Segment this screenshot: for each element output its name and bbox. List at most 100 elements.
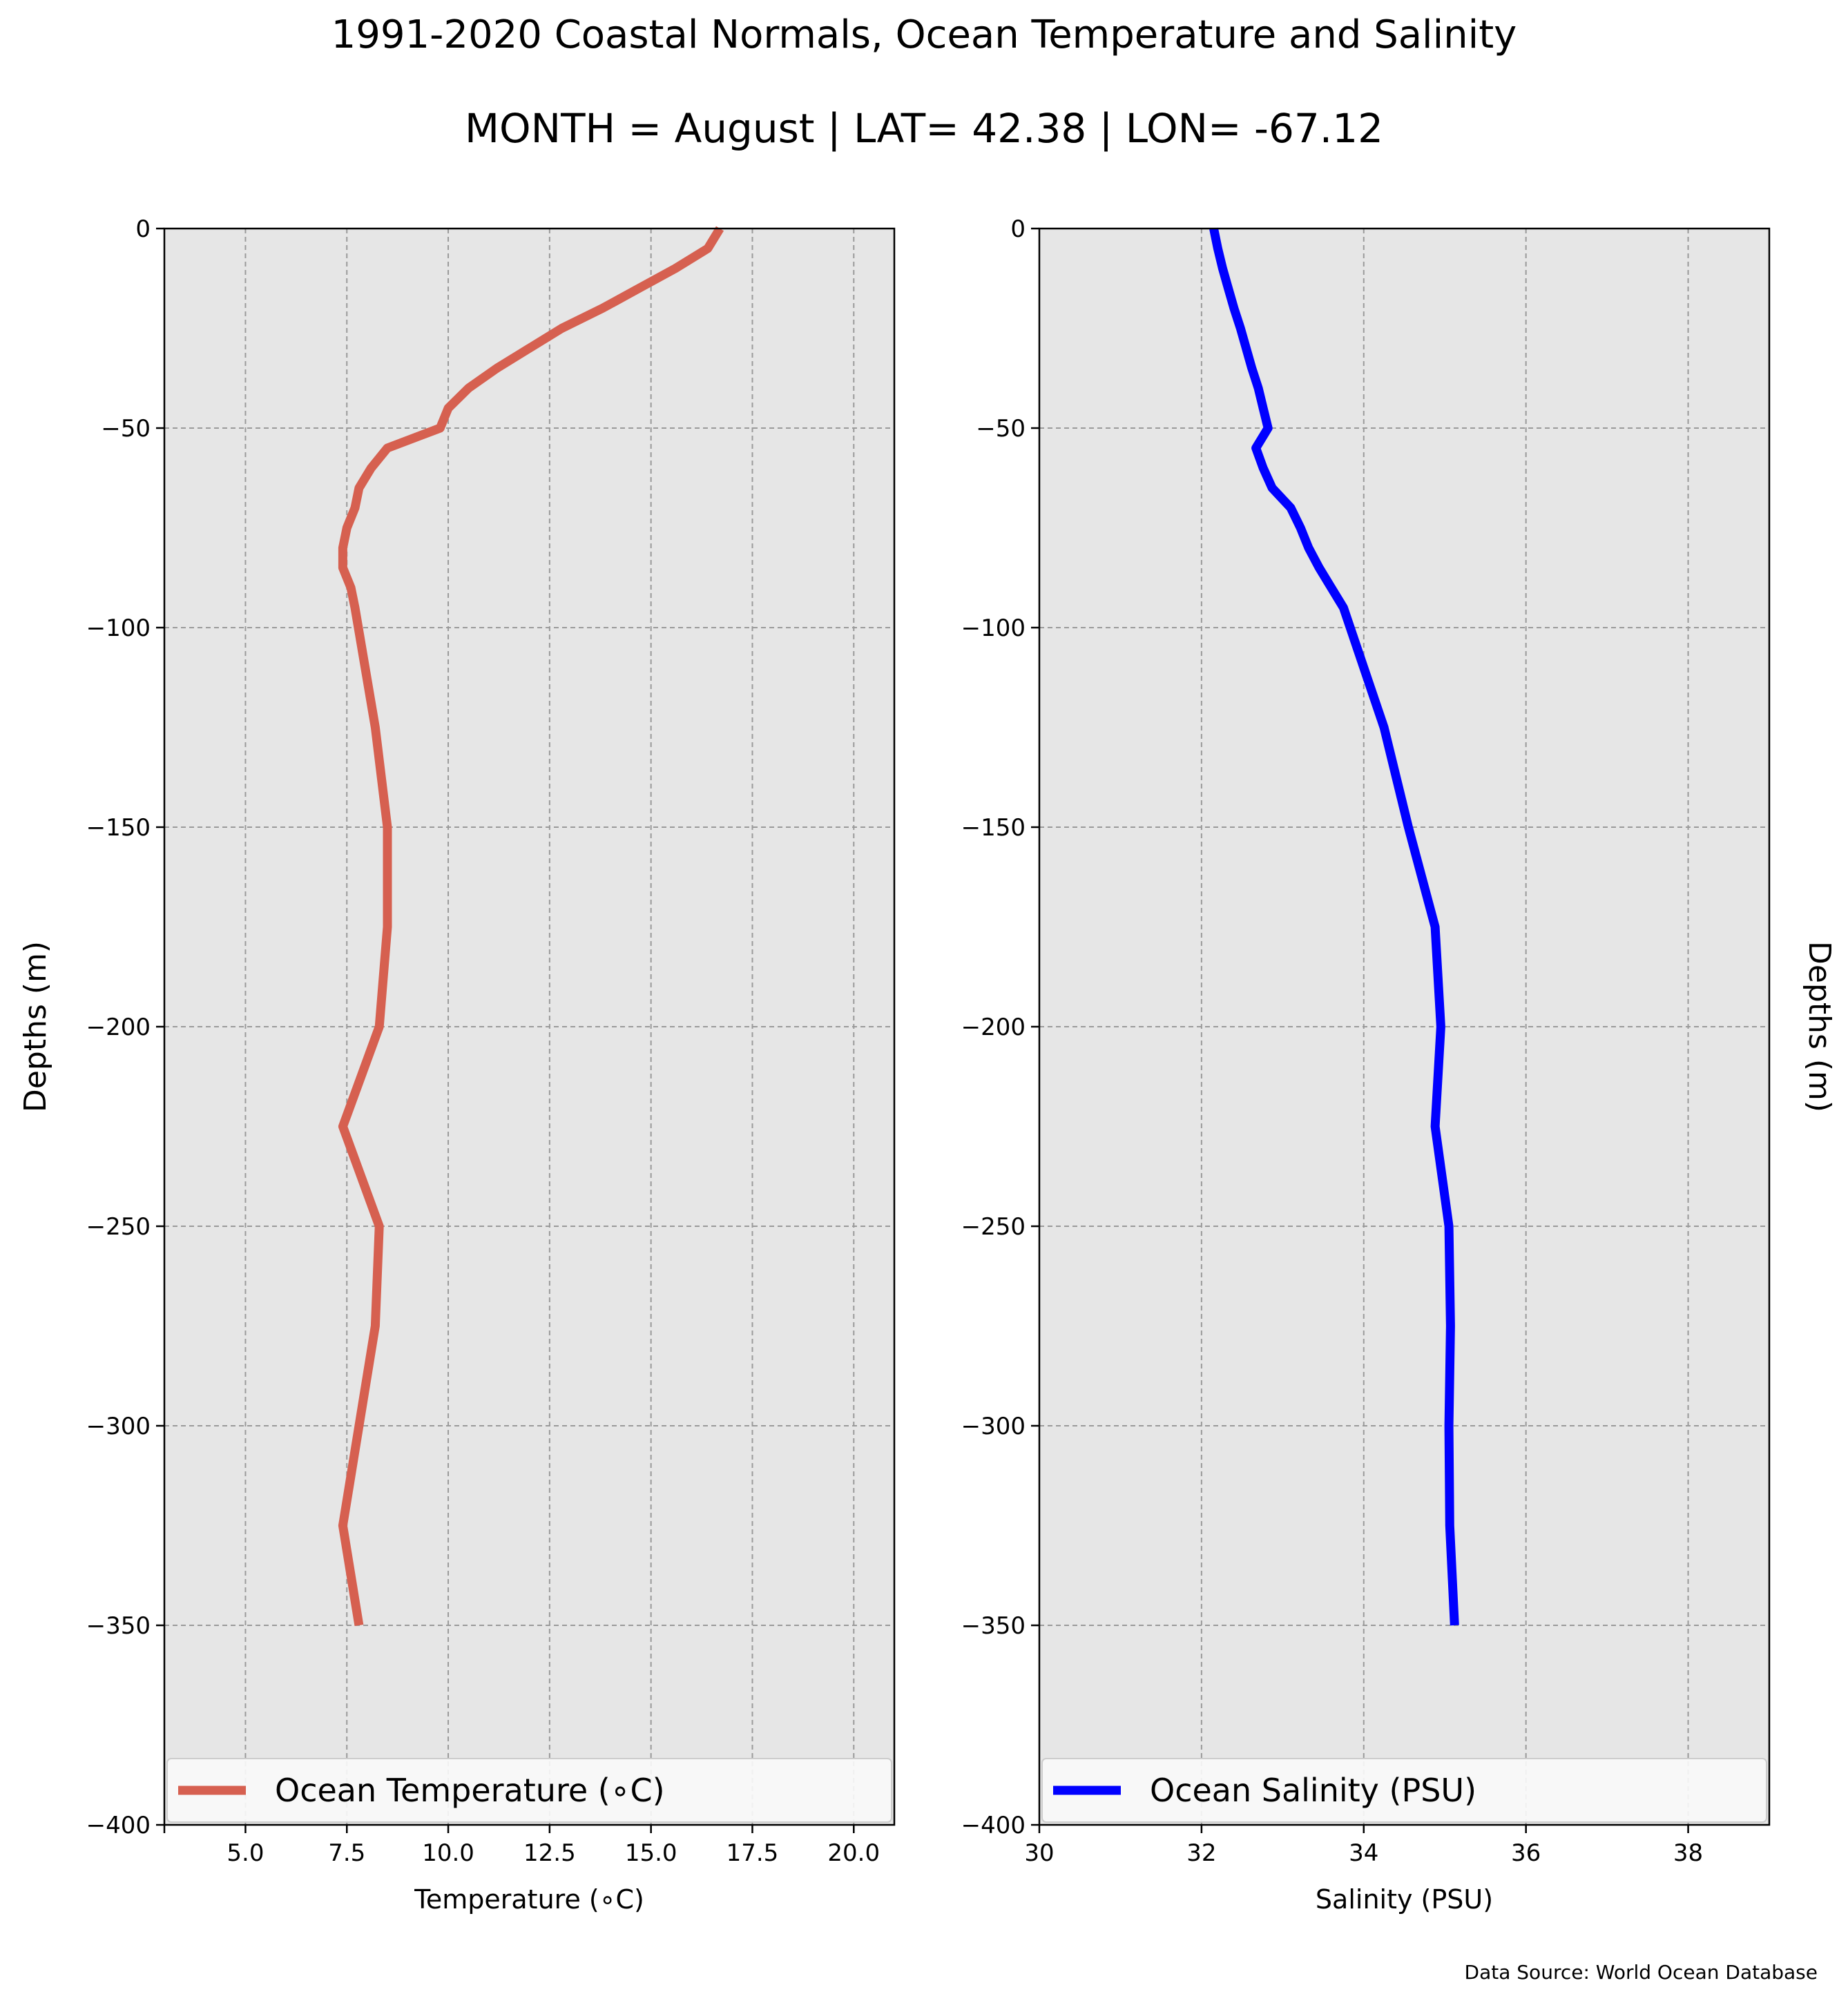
panel-1-data-point — [374, 1325, 376, 1327]
panel-2-data-point — [1227, 287, 1229, 289]
panel-1-data-point — [468, 387, 470, 389]
panel-2-y-tick-label: −350 — [961, 1612, 1026, 1640]
panel-1-y-tick-label: −100 — [86, 615, 151, 642]
panel-1-data-point — [358, 1425, 360, 1427]
panel-1-legend-label: Ocean Temperature (∘C) — [275, 1772, 665, 1809]
panel-2-data-point — [1240, 327, 1242, 329]
panel-2-data-point — [1434, 1125, 1436, 1128]
panel-1-y-axis-label: Depths (m) — [18, 941, 53, 1112]
panel-2-data-point — [1449, 1525, 1451, 1527]
panel-1-data-point — [342, 567, 344, 569]
panel-1-data-point — [378, 1226, 381, 1228]
panel-2-data-point — [1342, 607, 1345, 609]
panel-1-x-tick-label: 17.5 — [726, 1839, 779, 1867]
panel-1-data-point — [386, 926, 388, 928]
panel-2-y-tick-label: −100 — [961, 615, 1026, 642]
panel-1-data-point — [561, 327, 563, 329]
panel-1-data-point — [358, 487, 360, 489]
figure-subtitle: MONTH = August | LAT= 42.38 | LON= -67.1… — [464, 105, 1383, 152]
panel-1-x-tick-label: 20.0 — [827, 1839, 880, 1867]
panel-2-legend-box — [1041, 1758, 1767, 1823]
panel-2-series-line-1 — [1209, 227, 1459, 1626]
panel-1-data-point — [496, 367, 498, 369]
data-source-note: Data Source: World Ocean Database — [1464, 1961, 1818, 1984]
panel-1-data-point — [674, 267, 676, 269]
panel-1-y-tick-label: −250 — [86, 1213, 151, 1241]
panel-1-data-point — [346, 527, 348, 529]
panel-2-x-tick-label: 36 — [1511, 1839, 1541, 1867]
panel-1-y-tick-label: −50 — [101, 415, 151, 443]
panel-2-data-point — [1434, 926, 1436, 928]
panel-1-y-tick-label: −350 — [86, 1612, 151, 1640]
panel-2-data-point — [1251, 367, 1253, 369]
panel-2-y-tick-label: −150 — [961, 814, 1026, 842]
panel-2-data-point — [1448, 1226, 1450, 1228]
panel-1-data-point — [370, 467, 372, 469]
panel-2-data-point — [1262, 467, 1264, 469]
panel-2-y-tick-label: −50 — [976, 415, 1026, 443]
panel-2-x-tick-label: 38 — [1673, 1839, 1703, 1867]
panel-2-data-point — [1383, 726, 1385, 728]
panel-1-x-tick-label: 10.0 — [422, 1839, 474, 1867]
panel-2-data-point — [1300, 527, 1302, 529]
panel-2-data-point — [1255, 447, 1257, 449]
panel-1-data-point — [354, 607, 356, 609]
panel-1-y-tick-label: −400 — [86, 1812, 151, 1839]
panel-2-x-tick-label: 32 — [1186, 1839, 1216, 1867]
panel-2-data-point — [1448, 1425, 1450, 1427]
panel-2-data-point — [1450, 1325, 1452, 1327]
panel-2-data-point — [1290, 507, 1292, 509]
panel-1-data-point — [638, 287, 640, 289]
panel-2-y-tick-label: 0 — [1010, 215, 1026, 243]
panel-2-y-tick-label: −400 — [961, 1812, 1026, 1839]
figure-title: 1991-2020 Coastal Normals, Ocean Tempera… — [331, 12, 1517, 57]
panel-1-data-point — [350, 587, 352, 589]
panel-1-legend-box — [166, 1758, 892, 1823]
panel-1-x-tick-label: 15.0 — [625, 1839, 677, 1867]
panel-1-data-point — [378, 1026, 381, 1028]
panel-2-y-axis-label: Depths (m) — [1802, 941, 1837, 1112]
panel-2-data-point — [1262, 407, 1264, 409]
panel-1-y-tick-label: −300 — [86, 1413, 151, 1440]
panel-1-data-point — [447, 407, 450, 409]
panel-1-y-tick-label: −200 — [86, 1014, 151, 1041]
panel-2-data-point — [1222, 267, 1224, 269]
panel-2-y-tick-label: −200 — [961, 1014, 1026, 1041]
panel-1-data-point — [342, 1125, 344, 1128]
panel-2-data-point — [1307, 547, 1309, 549]
panel-1-x-tick-label: 7.5 — [328, 1839, 365, 1867]
panel-1-data-point — [601, 307, 604, 309]
panel-2-x-tick-label: 34 — [1349, 1839, 1378, 1867]
panel-2-data-point — [1318, 567, 1320, 569]
panel-2-x-tick-label: 30 — [1024, 1839, 1054, 1867]
panel-1-x-axis-label: Temperature (∘C) — [414, 1884, 644, 1915]
panel-1-data-point — [386, 826, 388, 829]
panel-1-data-point — [706, 247, 709, 249]
panel-1-data-point — [386, 447, 388, 449]
panel-1-data-point — [439, 427, 441, 429]
panel-1-y-tick-label: −150 — [86, 814, 151, 842]
panel-1-y-tick-label: 0 — [135, 215, 151, 243]
panel-1-x-tick-label: 5.0 — [227, 1839, 264, 1867]
panel-2-data-point — [1258, 387, 1260, 389]
panel-2-data-point — [1330, 587, 1332, 589]
panel-2-data-point — [1454, 1625, 1456, 1627]
panel-1-data-point — [358, 1625, 360, 1627]
panel-1-data-point — [528, 347, 530, 349]
panel-2-data-point — [1233, 307, 1235, 309]
panel-2-data-point — [1267, 427, 1269, 429]
panel-2-data-point — [1217, 247, 1219, 249]
panel-2-y-tick-label: −250 — [961, 1213, 1026, 1241]
panel-1-x-tick-label: 12.5 — [523, 1839, 576, 1867]
panel-1-data-point — [342, 1525, 344, 1527]
panel-2-data-point — [1271, 487, 1273, 489]
panel-1-data-point — [374, 726, 376, 728]
panel-1-data-point — [342, 547, 344, 549]
panel-2-data-point — [1440, 1026, 1442, 1028]
panel-2-x-axis-label: Salinity (PSU) — [1316, 1884, 1493, 1915]
panel-2-data-point — [1407, 826, 1409, 829]
panel-2-legend-label: Ocean Salinity (PSU) — [1150, 1772, 1476, 1809]
panel-1-series-line-1 — [338, 226, 724, 1627]
panel-2-data-point — [1245, 347, 1247, 349]
